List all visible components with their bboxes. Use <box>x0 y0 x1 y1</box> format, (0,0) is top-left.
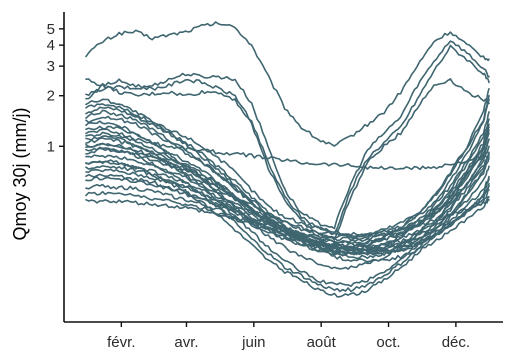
series-line-25 <box>85 109 490 256</box>
x-tick-label-6: déc. <box>442 334 470 351</box>
series-line-2 <box>85 40 490 230</box>
series-layer <box>85 21 490 298</box>
y-tick-label-1: 1 <box>47 138 55 155</box>
series-line-19 <box>85 190 490 263</box>
series-line-21 <box>85 126 490 287</box>
y-axis-title: Qmoy 30j (mm/j) <box>10 107 30 240</box>
series-line-26 <box>85 143 490 239</box>
y-tick-label-4: 4 <box>47 37 55 54</box>
series-line-4 <box>85 78 490 241</box>
x-tick-label-4: août <box>307 334 337 351</box>
series-line-23 <box>85 153 490 298</box>
series-line-17 <box>85 176 490 260</box>
series-line-22 <box>85 138 490 293</box>
x-tick-label-1: févr. <box>107 334 135 351</box>
x-tick-label-2: avr. <box>174 334 198 351</box>
y-tick-label-2: 2 <box>47 88 55 105</box>
series-line-24 <box>85 120 490 270</box>
series-line-9 <box>85 123 490 250</box>
y-tick-label-3: 3 <box>47 58 55 75</box>
series-line-6 <box>85 88 490 236</box>
series-line-29 <box>85 94 490 249</box>
axes <box>63 12 503 323</box>
y-ticks: 1 2 3 45 <box>47 21 64 155</box>
series-line-28 <box>85 173 490 253</box>
x-ticks: févr. avr. juin août oct. déc. <box>107 322 470 351</box>
series-line-3 <box>85 44 490 236</box>
x-tick-label-5: oct. <box>376 334 400 351</box>
series-line-1 <box>85 21 490 147</box>
y-tick-label-5: 5 <box>47 21 55 38</box>
x-tick-label-3: juin <box>241 334 265 351</box>
